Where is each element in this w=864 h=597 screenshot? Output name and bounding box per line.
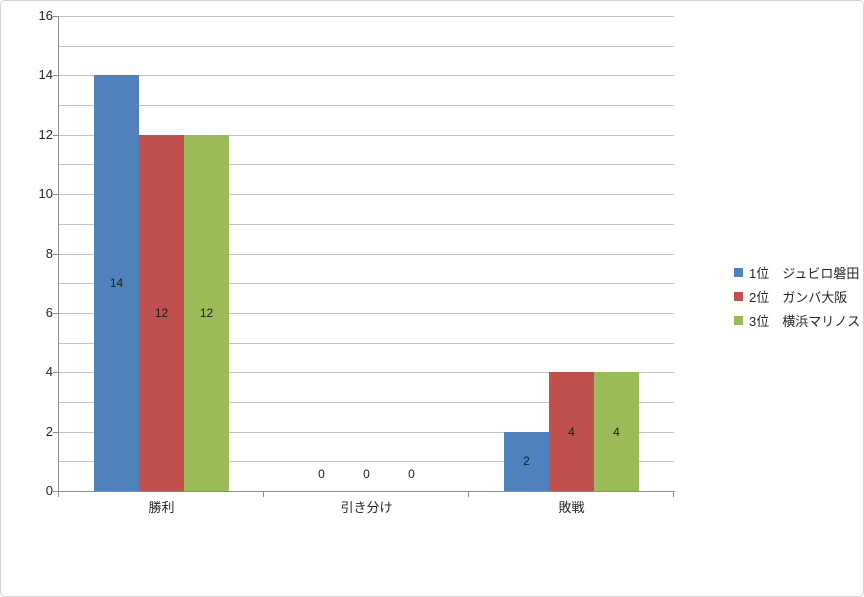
bar-data-label: 12 — [154, 305, 169, 320]
bar-data-label: 0 — [318, 467, 325, 481]
x-axis-tick — [263, 492, 264, 497]
y-axis-tick — [53, 431, 58, 433]
bar-data-label: 4 — [568, 424, 575, 439]
y-axis-tick — [53, 253, 58, 255]
category-label: 勝利 — [148, 500, 175, 515]
legend-label: 2位 ガンバ大阪 — [749, 289, 848, 305]
bar — [504, 431, 549, 491]
legend-item: 2位 ガンバ大阪 — [734, 284, 860, 308]
gridline — [59, 342, 674, 344]
y-axis-tick — [53, 16, 58, 17]
gridline — [59, 372, 674, 374]
y-axis-label: 14 — [38, 67, 53, 83]
gridline — [59, 16, 674, 17]
y-axis-tick — [53, 134, 58, 136]
x-axis-tick — [58, 492, 59, 497]
gridline — [59, 194, 674, 196]
bar — [184, 134, 229, 491]
legend: 1位 ジュビロ磐田 2位 ガンバ大阪 3位 横浜マリノス — [734, 260, 860, 332]
gridline — [59, 431, 674, 433]
bar-data-label: 4 — [613, 424, 620, 439]
legend-swatch-icon — [734, 267, 743, 277]
y-axis-tick — [53, 372, 58, 374]
bar-data-label: 14 — [109, 276, 124, 291]
legend-item: 3位 横浜マリノス — [734, 308, 860, 332]
gridline — [59, 223, 674, 225]
y-axis-label: 4 — [45, 364, 53, 380]
bar-data-label: 0 — [363, 467, 370, 481]
bar-data-label: 0 — [408, 467, 415, 481]
gridline — [59, 105, 674, 107]
gridline — [59, 75, 674, 77]
gridline — [59, 461, 674, 463]
x-axis-tick — [673, 492, 674, 497]
x-axis-tick — [468, 492, 469, 497]
category-label: 引き分け — [340, 500, 393, 515]
gridline — [59, 164, 674, 166]
bar — [139, 134, 184, 491]
legend-item: 1位 ジュビロ磐田 — [734, 260, 860, 284]
gridline — [59, 401, 674, 403]
y-axis-label: 8 — [45, 245, 53, 261]
gridline — [59, 283, 674, 285]
legend-label: 3位 横浜マリノス — [749, 313, 861, 329]
y-axis-label: 10 — [38, 186, 53, 202]
bar-data-label: 12 — [199, 305, 214, 320]
gridline — [59, 253, 674, 255]
y-axis-label: 0 — [45, 483, 53, 498]
bar — [94, 75, 139, 491]
y-axis-tick — [53, 75, 58, 77]
gridline — [59, 312, 674, 314]
gridline — [59, 134, 674, 136]
x-axis-line — [58, 491, 675, 492]
legend-label: 1位 ジュビロ磐田 — [749, 265, 860, 281]
category-label: 敗戦 — [558, 500, 585, 515]
y-axis-label: 12 — [38, 126, 53, 142]
bar — [549, 372, 594, 491]
legend-swatch-icon — [734, 291, 743, 301]
gridline — [59, 45, 674, 47]
y-axis-label: 2 — [45, 423, 53, 439]
bar — [594, 372, 639, 491]
y-axis-line — [58, 16, 59, 491]
y-axis-tick — [53, 194, 58, 196]
bar-data-label: 2 — [523, 454, 530, 469]
legend-swatch-icon — [734, 315, 743, 325]
y-axis-tick — [53, 312, 58, 314]
y-axis-label: 16 — [38, 8, 53, 23]
y-axis-label: 6 — [45, 304, 53, 320]
y-axis-tick — [53, 491, 58, 492]
